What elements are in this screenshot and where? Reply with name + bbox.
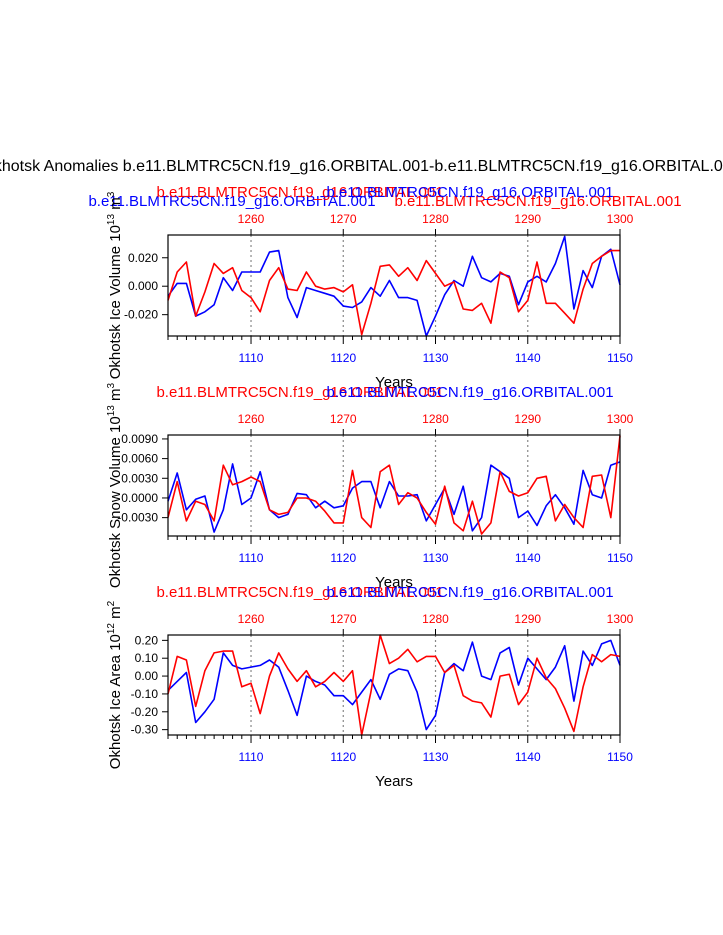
series-line-blue [167,461,621,533]
panel-title-blue: b.e11.BLMTRC5CN.f19_g16.ORBITAL.001 [326,384,613,401]
y-axis-label-part: 13 [106,213,117,225]
y-axis-label-part: 2 [106,600,117,606]
x-axis-label: Years [375,773,413,790]
top-tick-label: 1260 [238,212,265,226]
panel-title-red: b.e11.BLMTRC5CN.f19_g16.ORBITAL.001 [156,384,443,401]
page-title: Okhotsk Anomalies b.e11.BLMTRC5CN.f19_g1… [0,158,723,175]
plot-frame [167,434,621,537]
y-axis-label: Okhotsk Ice Volume 1013 m3 [106,191,124,379]
panel-title-red: b.e11.BLMTRC5CN.f19_g16.ORBITAL.001 [156,184,443,201]
y-tick-label: -0.10 [131,687,159,701]
y-tick-label: -0.20 [131,705,159,719]
x-tick-label: 1110 [239,750,264,764]
top-tick-label: 1280 [422,612,449,626]
x-tick-label: 1140 [515,750,541,764]
series-line-blue [167,235,621,337]
y-tick-label: 0.0030 [121,471,158,485]
y-axis-label-part: 3 [106,383,117,389]
x-tick-label: 1120 [330,750,356,764]
y-tick-label: 0.000 [128,279,158,293]
y-tick-label: 0.0000 [121,491,158,505]
chart-panel-1: 1110 1120 1130 1140 1150 1260 1270 1280 1290 1300… [106,184,634,391]
y-axis-label-part: Okhotsk Ice Volume 10 [107,225,124,379]
x-tick-label: 1140 [515,551,541,565]
panel-title-blue: b.e11.BLMTRC5CN.f19_g16.ORBITAL.001 [326,584,613,601]
y-tick-label: -0.0030 [117,511,158,525]
y-tick-label: -0.020 [124,308,158,322]
x-tick-label: 1150 [607,750,633,764]
x-tick-label: 1120 [330,351,356,365]
y-tick-label: 0.0090 [121,432,158,446]
y-tick-label: 0.20 [135,633,159,647]
y-axis-label-part: 3 [106,191,117,197]
top-tick-label: 1290 [514,212,541,226]
series-label-top-red: b.e11.BLMTRC5CN.f19_g16.ORBITAL.001 [394,193,681,210]
y-tick-label: 0.020 [128,251,158,265]
x-axis-label: Years [375,374,413,391]
x-tick-label: 1110 [239,351,264,365]
x-tick-label: 1130 [423,351,449,365]
x-tick-label: 1110 [239,551,264,565]
top-tick-label: 1300 [607,612,634,626]
chart-panel-3: 1110 1120 1130 1140 1150 1260 1270 1280 1290 1300… [106,584,634,790]
top-tick-label: 1260 [238,612,265,626]
top-tick-label: 1300 [607,412,634,426]
series-line-blue [167,639,621,731]
x-tick-label: 1130 [423,750,449,764]
y-axis-label-part: 13 [106,405,117,417]
top-tick-label: 1290 [514,612,541,626]
top-tick-label: 1290 [514,412,541,426]
y-axis-label: Okhotsk Ice Area 1012 m2 [106,600,124,769]
top-tick-label: 1270 [330,612,357,626]
series-line-red [167,435,621,535]
plot-frame [167,234,621,337]
x-tick-label: 1130 [423,551,449,565]
plot-frame [167,634,621,736]
y-tick-label: 0.00 [135,669,159,683]
y-tick-label: -0.30 [131,723,159,737]
panel-title-red: b.e11.BLMTRC5CN.f19_g16.ORBITAL.001 [156,584,443,601]
x-tick-label: 1140 [515,351,541,365]
series-line-red [167,249,620,336]
top-tick-label: 1270 [330,412,357,426]
y-axis-label: Okhotsk Snow Volume 1013 m3 [106,383,124,589]
x-tick-label: 1150 [607,551,633,565]
series-label-top-blue: b.e11.BLMTRC5CN.f19_g16.ORBITAL.001 [88,193,375,210]
top-tick-label: 1280 [422,412,449,426]
top-tick-label: 1280 [422,212,449,226]
y-tick-label: 0.0060 [121,452,158,466]
x-tick-label: 1150 [607,351,633,365]
y-axis-label-part: m [107,197,124,214]
x-tick-label: 1120 [330,551,356,565]
y-axis-label-part: 12 [106,623,117,635]
y-tick-label: 0.10 [135,651,159,665]
chart-panel-2: 1110 1120 1130 1140 1150 1260 1270 1280 1290 1300… [106,383,634,592]
x-axis-label: Years [375,574,413,591]
top-tick-label: 1300 [607,212,634,226]
y-axis-label-part: Okhotsk Ice Area 10 [107,634,124,769]
y-axis-label-part: m [107,389,124,406]
y-axis-label-part: Okhotsk Snow Volume 10 [107,416,124,588]
series-line-red [167,634,621,736]
top-tick-label: 1270 [330,212,357,226]
y-axis-label-part: m [107,606,124,623]
top-tick-label: 1260 [238,412,265,426]
panel-title-blue: b.e11.BLMTRC5CN.f19_g16.ORBITAL.001 [326,184,613,201]
